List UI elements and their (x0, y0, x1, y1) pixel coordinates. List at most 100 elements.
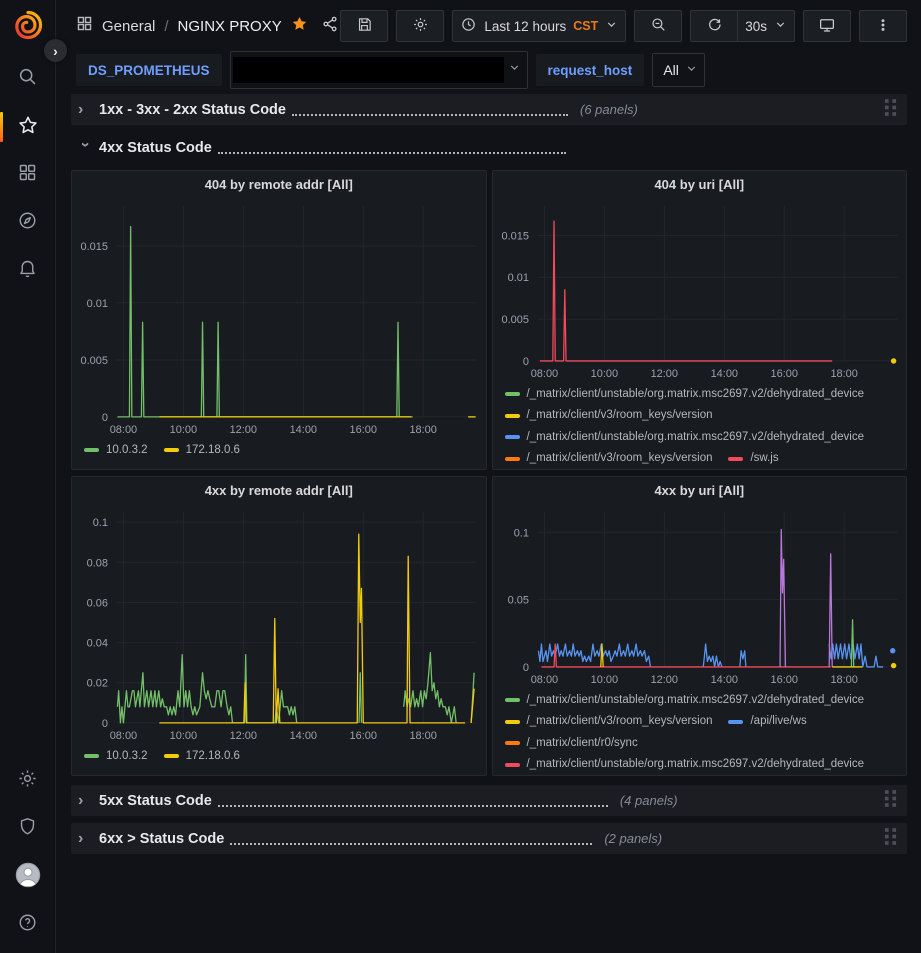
svg-text:18:00: 18:00 (409, 730, 436, 742)
clock-icon (460, 16, 477, 36)
sidebar-item-search[interactable] (0, 55, 55, 103)
variable-request-host-value: All (663, 62, 679, 78)
time-range-picker[interactable]: Last 12 hours CST (452, 10, 627, 42)
panel-title[interactable]: 4xx by remote addr [All] (204, 483, 353, 498)
zoom-out-button[interactable] (634, 10, 683, 42)
legend-item[interactable]: /api/live/ws (728, 711, 807, 732)
svg-text:16:00: 16:00 (770, 674, 797, 686)
sidebar-item-server-admin[interactable] (0, 805, 55, 853)
legend-item[interactable]: 10.0.3.2 (84, 440, 148, 461)
legend-item[interactable]: /_matrix/client/v3/room_keys/version (504, 448, 712, 469)
legend-item[interactable]: /_matrix/client/unstable/org.matrix.msc2… (504, 427, 864, 448)
svg-text:0.1: 0.1 (513, 527, 528, 539)
svg-text:10:00: 10:00 (170, 730, 197, 742)
svg-text:14:00: 14:00 (710, 674, 737, 686)
variable-ds-prometheus-picker[interactable] (229, 51, 528, 89)
legend-item[interactable]: /_matrix/client/unstable/org.matrix.msc2… (504, 690, 864, 711)
dashboard-settings-button[interactable] (396, 10, 445, 42)
sidebar-item-alerting[interactable] (0, 247, 55, 295)
svg-text:16:00: 16:00 (350, 730, 377, 742)
row-panel-count: (2 panels) (604, 831, 663, 846)
breadcrumb-separator: / (164, 17, 169, 35)
sidebar-expand-button[interactable]: › (44, 39, 67, 62)
svg-text:10:00: 10:00 (170, 424, 197, 436)
sidebar-item-help[interactable] (0, 901, 55, 949)
save-dashboard-button[interactable] (340, 10, 389, 42)
chevron-down-icon (679, 62, 702, 78)
timeseries-chart[interactable]: 0 0.005 0.01 0.015 08:00 10:00 12:00 14:00 16:00… (493, 198, 907, 383)
svg-text:18:00: 18:00 (830, 674, 857, 686)
sidebar-item-configuration[interactable] (0, 757, 55, 805)
chevron-right-icon: › (78, 100, 84, 118)
svg-text:0.015: 0.015 (501, 230, 528, 242)
legend-item[interactable]: /sw.js (728, 448, 779, 469)
timeseries-chart[interactable]: 0 0.005 0.01 0.015 08:00 10:00 12:00 14:00 16:00… (72, 198, 486, 439)
panel-title[interactable]: 404 by uri [All] (654, 177, 745, 192)
chart-legend: 10.0.3.2 172.18.0.6 (72, 439, 486, 469)
breadcrumb-section[interactable]: General (102, 17, 156, 35)
row-1xx-3xx-2xx[interactable]: › 1xx - 3xx - 2xx Status Code (6 panels) (71, 94, 907, 125)
drag-handle-icon[interactable] (884, 98, 897, 122)
sidebar: › (0, 0, 67, 953)
refresh-group: 30s (690, 10, 795, 42)
svg-text:12:00: 12:00 (230, 730, 257, 742)
sidebar-item-starred[interactable] (0, 103, 55, 151)
sidebar-item-dashboards[interactable] (0, 151, 55, 199)
svg-text:0.01: 0.01 (87, 298, 108, 310)
row-4xx[interactable]: › 4xx Status Code (71, 132, 907, 163)
sidebar-item-explore[interactable] (0, 199, 55, 247)
favorite-star-icon[interactable] (291, 15, 308, 37)
legend-item[interactable]: 172.18.0.6 (163, 746, 240, 767)
variable-request-host-label[interactable]: request_host (535, 54, 645, 86)
svg-text:0: 0 (522, 356, 528, 368)
panel-title[interactable]: 4xx by uri [All] (654, 483, 745, 498)
legend-item[interactable]: 172.18.0.6 (163, 440, 240, 461)
refresh-interval-picker[interactable]: 30s (737, 10, 795, 42)
chevron-down-icon (504, 61, 525, 79)
legend-item[interactable]: /_matrix/client/unstable/org.matrix.msc2… (504, 384, 864, 405)
svg-text:12:00: 12:00 (650, 674, 677, 686)
share-icon[interactable] (321, 15, 339, 38)
timeseries-chart[interactable]: 0 0.02 0.04 0.06 0.08 0.1 08:00 10:00 12:00 14:00… (72, 504, 486, 745)
svg-text:0.08: 0.08 (87, 557, 108, 569)
row-title: 6xx > Status Code (99, 830, 225, 847)
apps-icon (76, 15, 93, 37)
timeseries-chart[interactable]: 0 0.05 0.1 08:00 10:00 12:00 14:00 16:00 18:00 (493, 504, 907, 689)
variable-request-host-picker[interactable]: All (652, 53, 705, 87)
svg-text:0.1: 0.1 (93, 517, 108, 529)
chart-legend: 10.0.3.2 172.18.0.6 (72, 745, 486, 775)
svg-text:12:00: 12:00 (230, 424, 257, 436)
variables-bar: DS_PROMETHEUS request_host All (56, 51, 921, 89)
dashboard-content: › 1xx - 3xx - 2xx Status Code (6 panels)… (56, 88, 921, 953)
legend-item[interactable]: 10.0.3.2 (84, 746, 148, 767)
svg-text:18:00: 18:00 (830, 368, 857, 380)
leader-dots (291, 113, 568, 116)
sidebar-item-profile[interactable] (0, 853, 55, 901)
chart-legend: /_matrix/client/unstable/org.matrix.msc2… (493, 383, 907, 469)
dashboard-title[interactable]: NGINX PROXY (177, 17, 282, 35)
variable-ds-prometheus-label[interactable]: DS_PROMETHEUS (76, 54, 222, 86)
kebab-menu-button[interactable] (859, 10, 907, 42)
row-6xx[interactable]: › 6xx > Status Code (2 panels) (71, 823, 907, 854)
svg-text:0: 0 (522, 662, 528, 674)
chevron-down-icon: › (77, 141, 94, 147)
legend-item[interactable]: /_matrix/client/v3/room_keys/version (504, 405, 712, 426)
leader-dots (217, 151, 566, 154)
kebab-icon (875, 17, 891, 36)
panel-4xx-by-uri: 4xx by uri [All] 0 0.05 0.1 08:00 10:00 12:00… (491, 476, 907, 776)
legend-item[interactable]: /_matrix/client/v3/room_keys/version (504, 711, 712, 732)
svg-text:0.04: 0.04 (87, 638, 108, 650)
drag-handle-icon[interactable] (884, 827, 897, 851)
refresh-button[interactable] (690, 10, 738, 42)
row-panel-count: (4 panels) (619, 793, 678, 808)
cycle-view-mode-button[interactable] (803, 10, 851, 42)
legend-item[interactable]: /_matrix/client/unstable/org.matrix.msc2… (504, 754, 864, 775)
grafana-logo[interactable] (12, 9, 44, 41)
drag-handle-icon[interactable] (884, 789, 897, 813)
row-5xx[interactable]: › 5xx Status Code (4 panels) (71, 785, 907, 816)
svg-text:0: 0 (102, 412, 108, 424)
legend-item[interactable]: /_matrix/client/r0/sync (504, 733, 638, 754)
panel-title[interactable]: 404 by remote addr [All] (204, 177, 353, 192)
svg-text:14:00: 14:00 (710, 368, 737, 380)
